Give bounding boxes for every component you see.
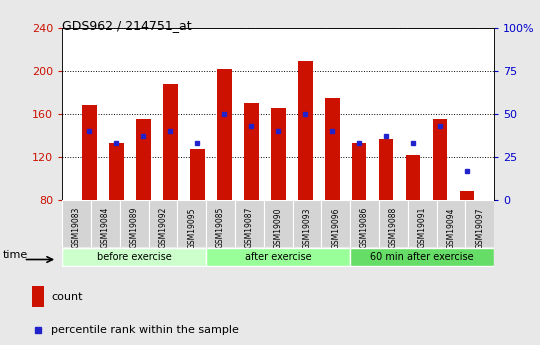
Bar [109, 143, 124, 200]
Bar [433, 119, 448, 200]
Bar [62, 200, 91, 247]
Text: GSM19090: GSM19090 [274, 207, 282, 249]
Text: GSM19093: GSM19093 [302, 207, 312, 249]
Text: time: time [3, 250, 29, 260]
Bar [408, 200, 436, 247]
Bar [148, 200, 177, 247]
Text: after exercise: after exercise [245, 252, 312, 262]
Bar [91, 200, 120, 247]
Bar [32, 286, 44, 307]
Text: GSM19089: GSM19089 [130, 207, 139, 248]
Text: count: count [51, 292, 83, 302]
Text: before exercise: before exercise [97, 252, 172, 262]
Bar [271, 108, 286, 200]
Text: GSM19092: GSM19092 [158, 207, 167, 248]
Text: 60 min after exercise: 60 min after exercise [370, 252, 474, 262]
Bar [293, 200, 321, 247]
Bar [206, 248, 350, 266]
Text: GSM19083: GSM19083 [72, 207, 81, 248]
Text: GSM19094: GSM19094 [447, 207, 455, 249]
Text: GSM19086: GSM19086 [360, 207, 369, 248]
Text: GSM19096: GSM19096 [331, 207, 340, 249]
Bar [298, 61, 313, 200]
Bar [350, 248, 494, 266]
Bar [352, 143, 367, 200]
Bar [264, 200, 293, 247]
Bar [244, 103, 259, 200]
Bar [321, 200, 350, 247]
Bar [465, 200, 494, 247]
Text: GDS962 / 214751_at: GDS962 / 214751_at [62, 19, 192, 32]
Bar [379, 200, 408, 247]
Bar [206, 200, 235, 247]
Bar [325, 98, 340, 200]
Bar [217, 69, 232, 200]
Bar [406, 155, 421, 200]
Bar [62, 248, 206, 266]
Bar [350, 200, 379, 247]
Bar [163, 84, 178, 200]
Bar [120, 200, 148, 247]
Bar [379, 139, 394, 200]
Bar [82, 105, 97, 200]
Bar [235, 200, 264, 247]
Text: GSM19084: GSM19084 [101, 207, 110, 248]
Bar [177, 200, 206, 247]
Text: GSM19087: GSM19087 [245, 207, 254, 248]
Bar [436, 200, 465, 247]
Bar [460, 191, 475, 200]
Text: GSM19085: GSM19085 [216, 207, 225, 248]
Text: GSM19091: GSM19091 [417, 207, 427, 248]
Text: percentile rank within the sample: percentile rank within the sample [51, 325, 239, 335]
Bar [136, 119, 151, 200]
Text: GSM19088: GSM19088 [389, 207, 398, 248]
Bar [190, 149, 205, 200]
Text: GSM19095: GSM19095 [187, 207, 196, 249]
Text: GSM19097: GSM19097 [475, 207, 484, 249]
